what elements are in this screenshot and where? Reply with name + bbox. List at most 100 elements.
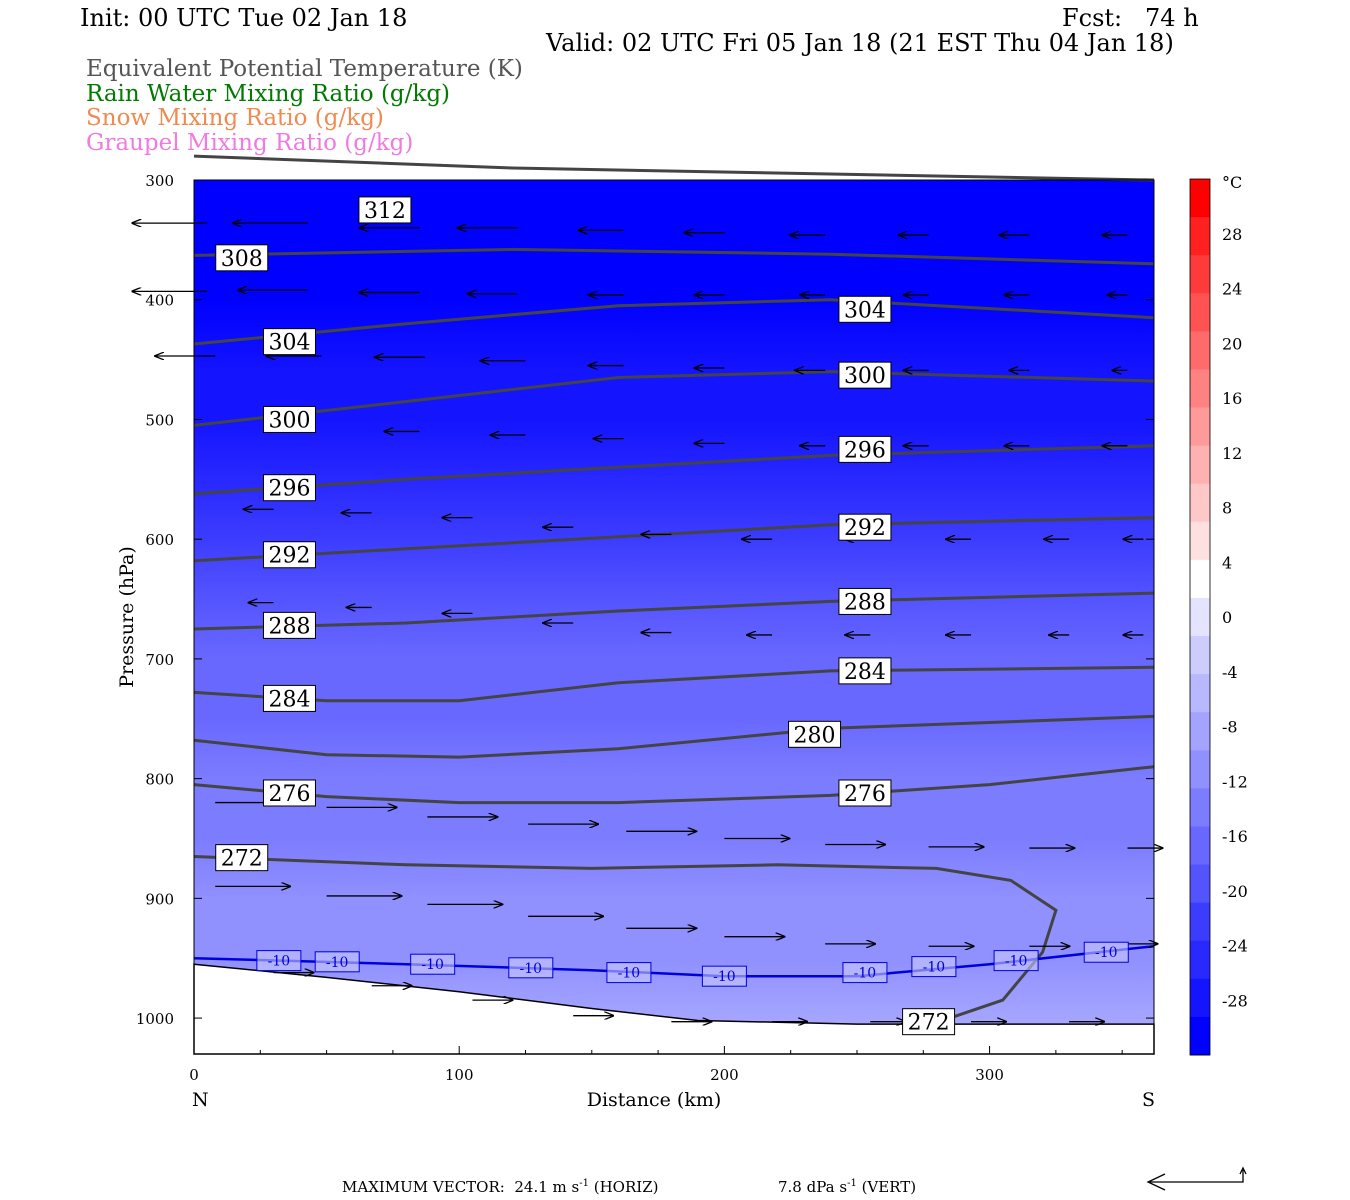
theta-e-label-300: 300 (268, 408, 310, 433)
temperature-label-box (508, 957, 554, 979)
theta-e-label-272: 272 (908, 1011, 950, 1036)
temperature-label-box (314, 951, 360, 973)
y-tick-label: 900 (145, 890, 174, 908)
plot-frame (193, 179, 1155, 1055)
y-tick-label: 400 (145, 292, 174, 310)
theta-e-contour-304 (193, 298, 1155, 346)
temperature-label: -10 (713, 969, 736, 985)
theta-e-label-box (215, 244, 269, 272)
colorbar-swatch (1190, 559, 1210, 599)
endpoint-south: S (1142, 1089, 1155, 1111)
y-tick-label: 700 (145, 651, 174, 669)
y-axis-label: Pressure (hPa) (116, 546, 138, 688)
theta-e-label-box (358, 196, 412, 224)
colorbar-swatch (1190, 902, 1210, 942)
theta-e-label-box (838, 779, 892, 807)
colorbar-tick-label: 0 (1222, 608, 1232, 627)
theta-e-label-276: 276 (844, 782, 886, 807)
temperature-label-box (911, 956, 957, 978)
theta-e-label-304: 304 (844, 298, 886, 323)
temperature-label-box (701, 965, 747, 987)
theta-e-label-292: 292 (268, 544, 310, 569)
reference-vector-vert-head (1239, 1166, 1247, 1175)
colorbar-swatch (1190, 369, 1210, 409)
colorbar-swatch (1190, 940, 1210, 980)
colorbar-swatch (1190, 750, 1210, 789)
colorbar-tick-label: 12 (1222, 444, 1242, 463)
x-tick-label: 100 (445, 1066, 474, 1084)
valid-time: Valid: 02 UTC Fri 05 Jan 18 (21 EST Thu … (546, 29, 1174, 57)
theta-e-label-box (838, 513, 892, 541)
colorbar-unit: °C (1222, 173, 1242, 192)
colorbar-tick-label: -8 (1222, 718, 1238, 737)
theta-e-label-276: 276 (268, 782, 310, 807)
temperature-label-box (606, 962, 652, 984)
theta-e-label-284: 284 (844, 660, 886, 685)
theta-e-label-box (838, 657, 892, 685)
colorbar-tick-label: -28 (1222, 991, 1248, 1010)
legend-graupel: Graupel Mixing Ratio (g/kg) (86, 130, 414, 156)
colorbar-swatch (1190, 597, 1210, 637)
temperature-label-box (842, 962, 888, 984)
legend-snow: Snow Mixing Ratio (g/kg) (86, 105, 384, 131)
forecast-hour: Fcst: 74 h (1062, 4, 1199, 32)
theta-e-label-box (262, 611, 316, 639)
theta-e-label-284: 284 (268, 687, 310, 712)
temperature-label-box (1083, 941, 1129, 963)
temperature-label: -10 (520, 961, 543, 977)
colorbar-tick-label: -16 (1222, 827, 1248, 846)
theta-e-label-288: 288 (268, 614, 310, 639)
theta-e-label-296: 296 (268, 477, 310, 502)
temperature-label: -10 (268, 954, 291, 970)
theta-e-contour-292 (193, 516, 1155, 563)
colorbar-tick-label: -12 (1222, 772, 1248, 791)
theta-e-contour-280 (193, 714, 1155, 759)
reference-vector (1150, 1170, 1244, 1183)
colorbar-swatch (1190, 978, 1210, 1018)
colorbar-tick-label: 8 (1222, 499, 1232, 518)
colorbar-tick-label: -24 (1222, 937, 1248, 956)
colorbar-tick-label: 20 (1222, 334, 1242, 353)
colorbar-swatch (1190, 255, 1210, 294)
x-tick-label: 0 (189, 1066, 199, 1084)
colorbar-swatch (1190, 331, 1210, 370)
legend-theta-e: Equivalent Potential Temperature (K) (86, 56, 523, 82)
colorbar-swatch (1190, 445, 1210, 485)
theta-e-label-box (262, 474, 316, 502)
temperature-label-box (993, 950, 1039, 972)
theta-e-label-box (262, 541, 316, 569)
theta-e-label-292: 292 (844, 516, 886, 541)
theta-e-label-box (262, 405, 316, 433)
colorbar-swatch (1190, 521, 1210, 561)
theta-e-label-box (838, 295, 892, 323)
reference-vector-head (1146, 1173, 1166, 1191)
temperature-label: -10 (326, 955, 349, 971)
theta-e-label-box (262, 684, 316, 712)
theta-e-label-280: 280 (794, 723, 836, 748)
x-axis-label: Distance (km) (587, 1089, 722, 1111)
colorbar-swatch (1190, 179, 1210, 218)
colorbar-swatch (1190, 636, 1210, 675)
temperature-label: -10 (1005, 954, 1028, 970)
colorbar-swatch (1190, 217, 1210, 256)
theta-e-contour-300 (193, 370, 1155, 427)
max-vector-horiz: MAXIMUM VECTOR: 24.1 m s-1 (HORIZ) (342, 1178, 659, 1196)
theta-e-label-box (788, 720, 842, 748)
temperature-label-box (410, 953, 456, 975)
x-tick-label: 200 (710, 1066, 739, 1084)
theta-e-label-288: 288 (844, 590, 886, 615)
theta-e-label-box (262, 328, 316, 356)
theta-e-contour-272 (193, 855, 1058, 1020)
x-tick-label: 300 (975, 1066, 1004, 1084)
y-tick-label: 600 (145, 531, 174, 549)
colorbar-swatch (1190, 864, 1210, 904)
theta-e-label-300: 300 (844, 364, 886, 389)
theta-e-label-272: 272 (221, 847, 263, 872)
colorbar-swatch (1190, 483, 1210, 523)
theta-e-label-box (838, 435, 892, 463)
y-tick-label: 500 (145, 411, 174, 429)
colorbar-swatch (1190, 1016, 1210, 1056)
y-tick-label: 300 (145, 172, 174, 190)
colorbar-tick-label: 24 (1222, 280, 1242, 299)
colorbar-tick-label: 16 (1222, 389, 1242, 408)
